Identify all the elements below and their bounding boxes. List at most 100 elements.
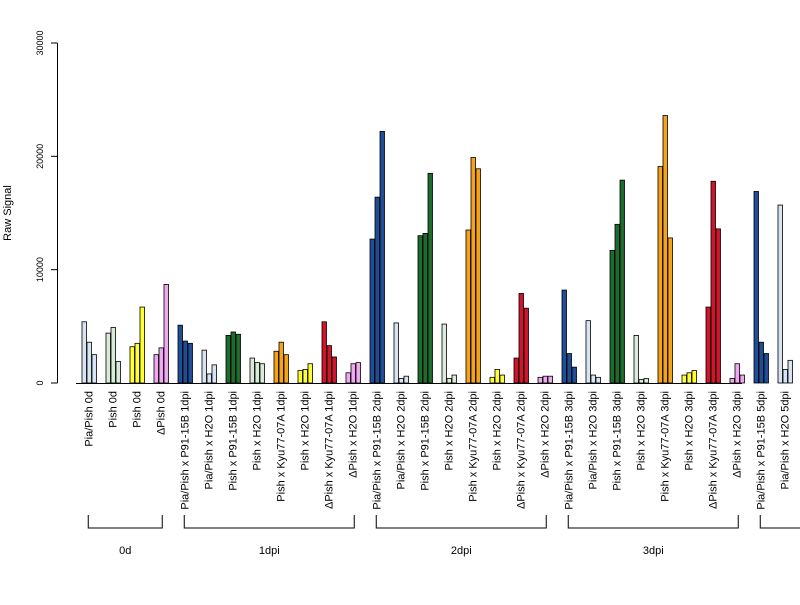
bar [465,229,471,384]
bar [643,378,649,384]
bar [393,322,399,384]
bar [129,346,135,384]
bar [441,323,447,384]
x-tick-label: Pish x H2O 1dpi [299,391,311,470]
bar [686,372,692,384]
x-tick-label: Pish x Kyu77-07A 1dpi [275,391,287,502]
x-tick-label: Pia/Pish x H2O 3dpi [587,391,599,489]
bar [110,327,116,384]
bar [307,363,313,384]
bar [614,223,620,384]
bar [609,249,615,384]
bar [235,333,241,384]
bar [326,345,332,384]
bar [638,379,644,384]
bar [681,374,687,384]
bar [561,289,567,384]
bar [331,356,337,384]
bar [115,361,121,384]
bar [350,363,356,384]
bar [537,376,543,384]
group-bracket [87,515,163,529]
x-tick-label: Pish x P91-15B 1dpi [227,391,239,491]
x-tick-label: Pish x H2O 1dpi [251,391,263,470]
bar [777,204,783,384]
x-tick-label: ΔPish x Kyu77-07A 2dpi [515,391,527,509]
group-bracket [567,515,739,529]
group-label: 1dpi [259,545,280,557]
x-tick-labels: Pia/Pish 0d Pish 0d Pish 0d ΔPish 0d Pia/Pis… [83,391,791,510]
bar [710,180,716,384]
bar [657,166,663,384]
bar [451,374,457,384]
x-tick-label: Pia/Pish x H2O 2dpi [395,391,407,489]
bar [667,237,673,384]
x-tick-label: Pish x H2O 3dpi [683,391,695,470]
x-tick-label: Pish 0d [107,391,119,428]
bar [633,334,639,384]
bar [542,375,548,384]
x-tick-label: Pish x H2O 2dpi [491,391,503,470]
bar [470,157,476,384]
x-tick-label: ΔPish x H2O 1dpi [347,391,359,478]
bar [446,378,452,384]
group-label: 0d [119,545,131,557]
bar [662,115,668,384]
bar [715,228,721,384]
bar [254,362,260,384]
bar [585,320,591,384]
group-brackets: 0d1dpi2dpi3dpi5dpi [87,515,800,557]
bar [590,374,596,384]
group-bracket [183,515,355,529]
x-tick-label: Pia/Pish x H2O 1dpi [203,391,215,489]
y-tick-label: 30000 [35,30,45,55]
bar [513,357,519,384]
bar [302,368,308,384]
bar [139,306,145,384]
bar [523,307,529,384]
y-tick-label: 0 [35,380,45,385]
bar [374,196,380,384]
bar [782,368,788,384]
bar [763,353,769,384]
x-tick-label: Pish x P91-15B 3dpi [611,391,623,491]
bar [729,378,735,384]
group-bracket [375,515,547,529]
bar [283,354,289,384]
x-tick-label: Pish x Kyu77-07A 2dpi [467,391,479,502]
bar [345,372,351,384]
bar [177,324,183,384]
bar [705,306,711,384]
x-tick-label: Pia/Pish x P91-15B 2dpi [371,391,383,510]
bar [182,340,188,384]
bar [595,376,601,384]
bar [91,354,97,384]
bar [211,364,217,384]
bar [494,368,500,384]
bar [547,375,553,384]
bar [403,375,409,384]
y-tick-label: 10000 [35,257,45,282]
x-tick-label: ΔPish x Kyu77-07A 1dpi [323,391,335,509]
bar [225,334,231,384]
bar [249,357,255,384]
bar [379,130,385,384]
bar [86,341,92,384]
bar [321,321,327,384]
bar [153,354,159,384]
bar [187,342,193,384]
y-tick-label: 20000 [35,144,45,169]
bar [105,332,111,384]
bar [427,172,433,384]
bar [278,341,284,384]
bars [81,115,793,384]
x-tick-label: Pia/Pish 0d [83,391,95,447]
bar [739,374,745,384]
bar [787,359,793,384]
bar [619,179,625,384]
x-tick-label: ΔPish x H2O 2dpi [539,391,551,478]
bar [134,342,140,384]
bar [201,349,207,384]
